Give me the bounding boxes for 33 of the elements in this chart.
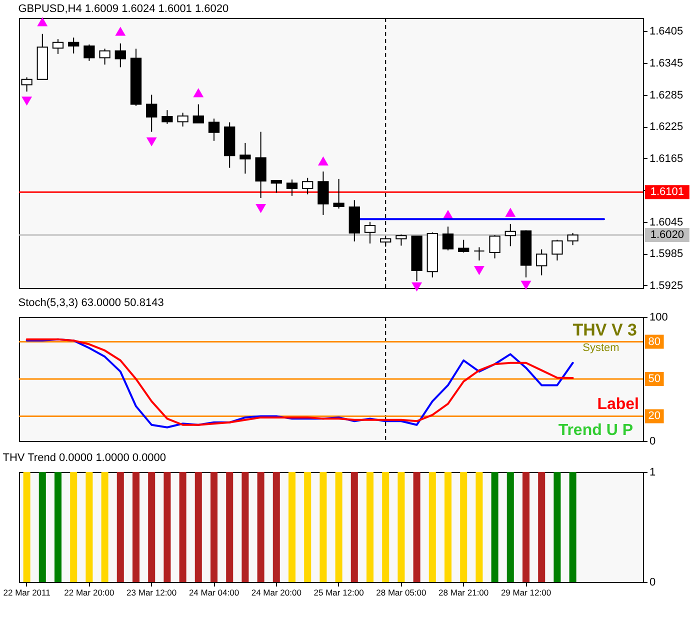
y-tick-label: 1.6285: [650, 89, 684, 102]
x-tick-label: 28 Mar 21:00: [438, 588, 489, 598]
x-tick-label: 22 Mar 2011: [3, 588, 51, 598]
y-tick-label: 1: [650, 466, 656, 478]
x-tick-label: 23 Mar 12:00: [126, 588, 177, 598]
y-tick-label: 1.6225: [650, 121, 684, 134]
ref-line-label: 1.6101: [650, 186, 684, 198]
x-tick-label: 25 Mar 12:00: [314, 588, 364, 598]
x-tick-label: 22 Mar 20:00: [64, 588, 115, 598]
y-tick-label: 1.6405: [650, 26, 684, 38]
y-tick-label: 0: [650, 576, 656, 588]
x-tick-label: 24 Mar 20:00: [251, 588, 302, 598]
ref-line-label: 80: [648, 336, 661, 348]
chart-title: GBPUSD,H4 1.6009 1.6024 1.6001 1.6020: [18, 3, 229, 16]
y-tick-label: 1.5925: [650, 280, 684, 292]
annotation: Trend U P: [558, 422, 634, 439]
ref-line-label: 1.6020: [650, 229, 684, 242]
y-tick-label: 1.6165: [650, 152, 684, 165]
y-tick-label: 100: [650, 312, 668, 324]
x-tick-label: 28 Mar 05:00: [376, 588, 427, 598]
x-tick-label: 29 Mar 12:00: [500, 588, 552, 598]
ref-line-label: 20: [648, 410, 661, 422]
annotation: System: [582, 342, 620, 354]
chart-title: THV Trend 0.0000 1.0000 0.0000: [2, 452, 166, 464]
x-tick-label: 24 Mar 04:00: [188, 588, 240, 598]
annotation: Label: [597, 396, 639, 413]
y-tick-label: 0: [650, 436, 656, 448]
annotation: THV V 3: [572, 320, 637, 340]
y-tick-label: 1.6345: [650, 58, 684, 70]
ref-line-label: 50: [648, 373, 661, 385]
y-tick-label: 1.5985: [650, 248, 684, 260]
chart-title: Stoch(5,3,3) 63.0000 50.8143: [18, 297, 164, 309]
y-tick-label: 1.6045: [650, 216, 684, 228]
